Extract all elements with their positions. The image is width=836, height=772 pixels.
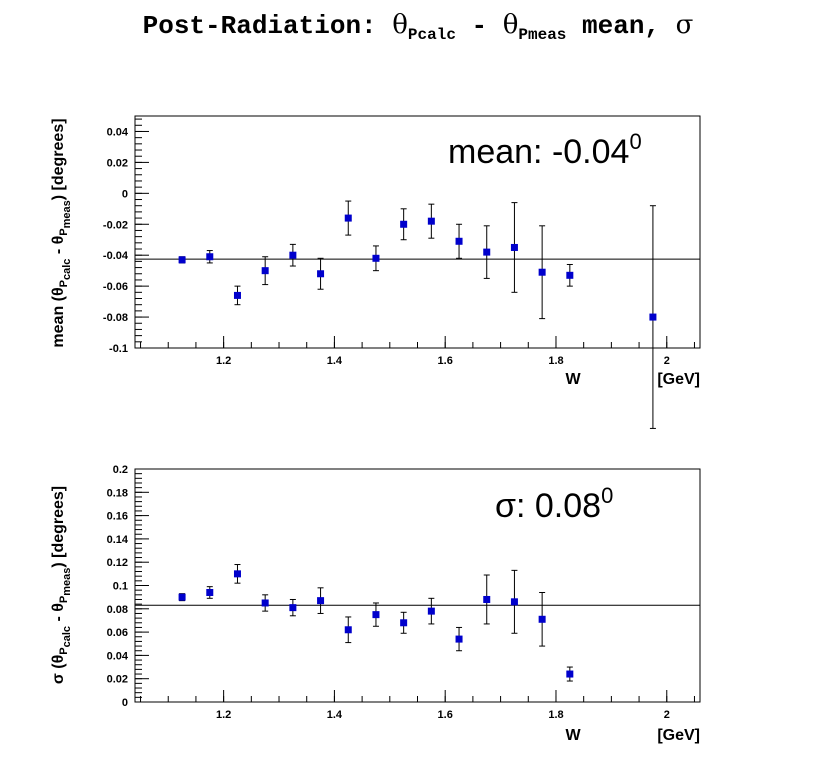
y-tick-label: 0.12 <box>107 557 128 569</box>
y-tick-label: 0.02 <box>107 157 128 169</box>
x-tick-label: 1.8 <box>548 709 563 721</box>
data-point <box>483 248 491 256</box>
x-tick-label: 1.8 <box>548 355 563 367</box>
data-point <box>400 619 408 627</box>
y-axis-label: mean (θPcalc - θPmeas) [degrees] <box>50 118 73 347</box>
y-tick-label: 0.2 <box>113 464 128 476</box>
data-point <box>538 268 546 276</box>
data-point <box>289 604 297 612</box>
y-tick-label: -0.1 <box>109 343 128 355</box>
data-point <box>317 597 325 605</box>
x-axis-unit: [GeV] <box>657 371 700 388</box>
plot-panel-sigma: 0 0.02 0.04 0.06 0.08 0.1 0.12 0.14 0.16 0.18 0.2 1… <box>50 464 701 744</box>
data-point <box>317 270 325 278</box>
data-point <box>455 237 463 245</box>
data-point <box>538 615 546 623</box>
plot-frame <box>134 468 701 703</box>
y-tick-label: 0 <box>122 188 128 200</box>
x-tick-label: 1.2 <box>216 709 231 721</box>
y-tick-label: -0.08 <box>103 312 128 324</box>
y-tick-label: 0.1 <box>113 581 128 593</box>
y-tick-label: 0.08 <box>107 604 128 616</box>
y-tick-label: 0.02 <box>107 674 128 686</box>
x-tick-label: 1.6 <box>438 355 453 367</box>
stat-annotation: σ: 0.080 <box>495 483 613 525</box>
data-point <box>178 256 186 264</box>
data-point <box>178 593 186 601</box>
data-point <box>427 217 435 225</box>
data-point <box>649 313 657 321</box>
y-tick-label: 0.06 <box>107 627 128 639</box>
data-point <box>566 271 574 279</box>
data-point <box>233 291 241 299</box>
chart-title: Post-Radiation: θPcalc - θPmeas mean, σ <box>142 10 694 45</box>
data-point <box>372 254 380 262</box>
y-tick-label: -0.04 <box>103 250 129 262</box>
y-tick-label: -0.06 <box>103 281 128 293</box>
data-point <box>206 588 214 596</box>
y-tick-label: 0.04 <box>107 650 129 662</box>
y-tick-label: -0.02 <box>103 219 128 231</box>
x-axis-unit: [GeV] <box>657 727 700 744</box>
data-point <box>206 253 214 261</box>
data-point <box>483 595 491 603</box>
data-point <box>455 635 463 643</box>
x-tick-label: 1.4 <box>327 355 343 367</box>
x-tick-label: 2 <box>664 709 670 721</box>
data-point <box>510 243 518 251</box>
x-tick-label: 1.2 <box>216 355 231 367</box>
data-point <box>261 267 269 275</box>
data-point <box>427 607 435 615</box>
data-point <box>400 220 408 228</box>
data-point <box>233 570 241 578</box>
x-axis-label: W <box>565 727 581 744</box>
stat-annotation: mean: -0.040 <box>448 129 642 171</box>
y-tick-label: 0.14 <box>107 534 129 546</box>
data-point <box>566 670 574 678</box>
y-tick-label: 0.04 <box>107 126 129 138</box>
x-tick-label: 2 <box>664 355 670 367</box>
data-point <box>372 611 380 619</box>
data-point <box>261 599 269 607</box>
data-point <box>344 626 352 634</box>
plot-panel-mean: -0.1 -0.08 -0.06 -0.04 -0.02 0 0.02 0.04 1.2 1.4 1… <box>50 115 701 429</box>
x-tick-label: 1.6 <box>438 709 453 721</box>
y-tick-label: 0.18 <box>107 487 128 499</box>
y-tick-label: 0 <box>122 697 128 709</box>
data-point <box>344 214 352 222</box>
x-tick-label: 1.4 <box>327 709 343 721</box>
data-point <box>510 598 518 606</box>
y-axis-label: σ (θPcalc - θPmeas) [degrees] <box>50 486 73 684</box>
y-tick-label: 0.16 <box>107 511 128 523</box>
data-point <box>289 251 297 259</box>
x-axis-label: W <box>565 371 581 388</box>
